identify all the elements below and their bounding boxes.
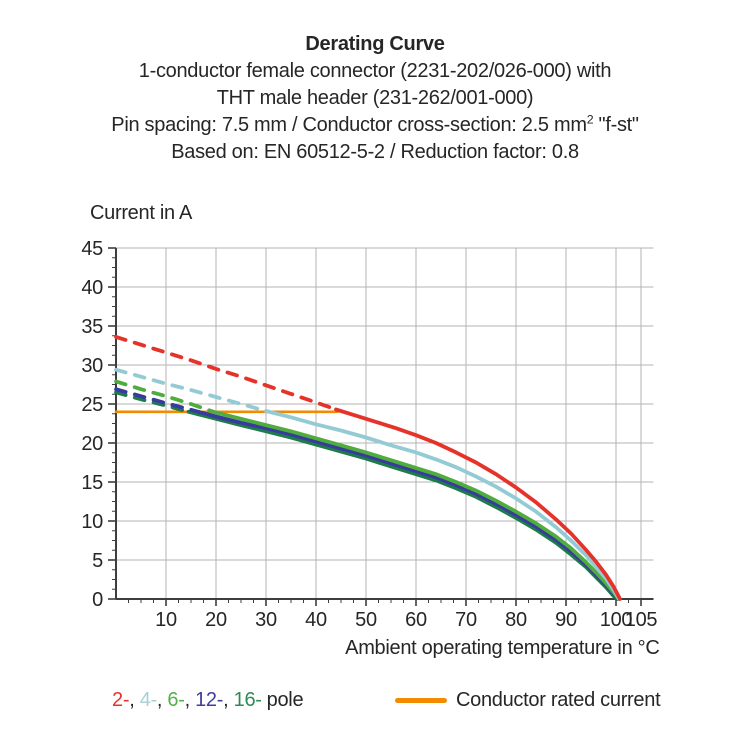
legend-12-pole: 12- xyxy=(195,689,224,711)
svg-text:40: 40 xyxy=(81,277,103,299)
pole-legend: 2-, 4-, 6-, 12-, 16- pole xyxy=(112,689,304,711)
y-axis-title: Current in A xyxy=(90,202,193,224)
rated-current-legend: Conductor rated current xyxy=(395,689,661,712)
svg-text:10: 10 xyxy=(81,511,103,533)
legend-2-pole: 2- xyxy=(112,689,130,711)
basis-line: Based on: EN 60512-5-2 / Reduction facto… xyxy=(171,141,579,163)
svg-text:35: 35 xyxy=(81,316,103,338)
legend-16-pole: 16- xyxy=(233,689,262,711)
superscript-2: 2 xyxy=(586,112,594,127)
svg-text:45: 45 xyxy=(81,238,103,260)
svg-text:80: 80 xyxy=(505,609,527,631)
legend-4-pole: 4- xyxy=(139,689,157,711)
svg-text:105: 105 xyxy=(625,609,658,631)
svg-text:100: 100 xyxy=(600,609,633,631)
x-axis-title: Ambient operating temperature in °C xyxy=(345,637,659,659)
rated-current-line-swatch xyxy=(395,698,447,703)
subtitle-line-1: 1-conductor female connector (2231-202/0… xyxy=(138,60,612,82)
derating-chart: 0 5 10 15 20 25 30 35 40 45 10 20 30 40 50 60 70 80 90 1001… xyxy=(81,238,659,659)
subtitle-line-2: THT male header (231-262/001-000) xyxy=(216,87,534,109)
svg-text:50: 50 xyxy=(355,609,377,631)
curve-2-pole xyxy=(114,334,622,601)
svg-text:10: 10 xyxy=(155,609,177,631)
svg-text:30: 30 xyxy=(81,355,103,377)
chart-header: Derating Curve 1-conductor female connec… xyxy=(0,31,750,166)
svg-text:25: 25 xyxy=(81,394,103,416)
axis-ticks xyxy=(108,247,642,606)
svg-text:40: 40 xyxy=(305,609,327,631)
curve-4-pole xyxy=(114,367,621,601)
svg-text:0: 0 xyxy=(92,589,103,611)
svg-text:5: 5 xyxy=(92,550,103,572)
chart-legend: 2-, 4-, 6-, 12-, 16- pole Conductor rated… xyxy=(0,689,750,719)
svg-text:20: 20 xyxy=(205,609,227,631)
gridlines xyxy=(116,247,654,599)
curve-6-pole xyxy=(114,379,621,601)
svg-text:70: 70 xyxy=(455,609,477,631)
svg-text:90: 90 xyxy=(555,609,577,631)
rated-current-label: Conductor rated current xyxy=(456,689,661,711)
svg-text:30: 30 xyxy=(255,609,277,631)
svg-text:20: 20 xyxy=(81,433,103,455)
legend-6-pole: 6- xyxy=(167,689,185,711)
legend-pole-suffix: pole xyxy=(266,689,304,711)
chart-title: Derating Curve xyxy=(305,33,445,55)
svg-text:60: 60 xyxy=(405,609,427,631)
tick-labels: 0 5 10 15 20 25 30 35 40 45 10 20 30 40 50 60 70 80 90 1001… xyxy=(81,238,657,631)
spec-line: Pin spacing: 7.5 mm / Conductor cross-se… xyxy=(111,112,639,136)
curve-16-pole xyxy=(114,390,620,601)
svg-text:15: 15 xyxy=(81,472,103,494)
